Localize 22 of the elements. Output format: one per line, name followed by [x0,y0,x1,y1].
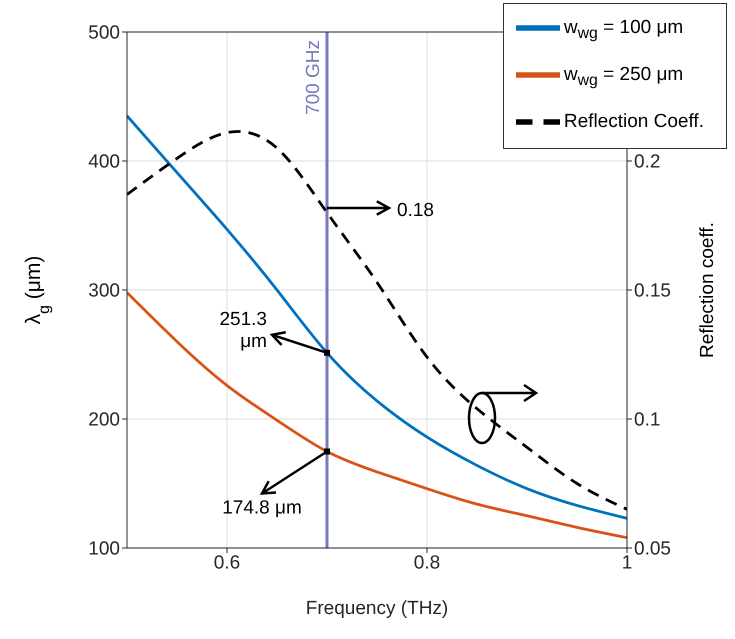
ref-line-label: 700 GHz [303,40,324,115]
y-tick-label: 300 [88,280,120,302]
legend-label: Reflection Coeff. [564,110,704,132]
line-series [127,291,627,540]
y2-tick-label: 0.1 [634,410,660,431]
x-tick-label: 1 [622,552,632,574]
legend-label: w$_{wg}$ = 250 μm [564,64,684,89]
x-axis-title: Frequency (THz) [306,598,448,619]
annotation: 251.3 μm [219,308,267,352]
x-tick-label: 0.6 [214,552,240,574]
y2-tick-label: 0.2 [634,152,660,173]
x-tick-label: 0.8 [414,552,440,574]
y2-axis-title: Reflection coeff. [697,222,718,358]
annotation: 174.8 μm [222,498,302,519]
y-tick-label: 500 [88,22,120,44]
annotation: 0.18 [397,200,434,221]
y2-tick-label: 0.05 [634,538,671,560]
legend-label: w$_{wg}$ = 100 μm [564,17,684,42]
y-tick-label: 200 [88,410,120,431]
y-tick-label: 400 [88,152,120,173]
y2-tick-label: 0.15 [634,280,671,302]
y-tick-label: 100 [88,538,120,560]
